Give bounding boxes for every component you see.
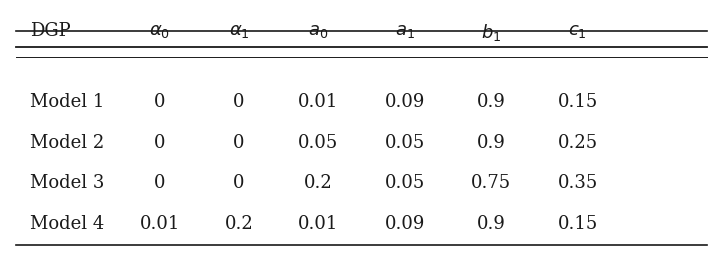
- Text: $a_1$: $a_1$: [395, 22, 415, 39]
- Text: 0.9: 0.9: [476, 93, 505, 111]
- Text: $b_1$: $b_1$: [481, 22, 501, 42]
- Text: Model 4: Model 4: [30, 214, 104, 232]
- Text: 0.09: 0.09: [385, 93, 425, 111]
- Text: 0.15: 0.15: [557, 214, 598, 232]
- Text: 0: 0: [154, 93, 166, 111]
- Text: $a_0$: $a_0$: [308, 22, 328, 39]
- Text: 0.05: 0.05: [298, 133, 338, 151]
- Text: 0.05: 0.05: [385, 133, 425, 151]
- Text: 0.2: 0.2: [304, 173, 333, 192]
- Text: 0.9: 0.9: [476, 133, 505, 151]
- Text: Model 2: Model 2: [30, 133, 104, 151]
- Text: 0.25: 0.25: [557, 133, 598, 151]
- Text: 0.2: 0.2: [225, 214, 254, 232]
- Text: 0.9: 0.9: [476, 214, 505, 232]
- Text: 0.01: 0.01: [298, 93, 338, 111]
- Text: 0: 0: [234, 93, 245, 111]
- Text: 0.01: 0.01: [298, 214, 338, 232]
- Text: Model 3: Model 3: [30, 173, 105, 192]
- Text: DGP: DGP: [30, 22, 71, 39]
- Text: 0.01: 0.01: [140, 214, 180, 232]
- Text: 0.35: 0.35: [557, 173, 598, 192]
- Text: 0.15: 0.15: [557, 93, 598, 111]
- Text: 0.75: 0.75: [471, 173, 511, 192]
- Text: $\alpha_1$: $\alpha_1$: [228, 22, 249, 39]
- Text: 0.05: 0.05: [385, 173, 425, 192]
- Text: $c_1$: $c_1$: [568, 22, 587, 39]
- Text: 0: 0: [234, 173, 245, 192]
- Text: $\alpha_0$: $\alpha_0$: [150, 22, 171, 39]
- Text: 0.09: 0.09: [385, 214, 425, 232]
- Text: Model 1: Model 1: [30, 93, 105, 111]
- Text: 0: 0: [234, 133, 245, 151]
- Text: 0: 0: [154, 133, 166, 151]
- Text: 0: 0: [154, 173, 166, 192]
